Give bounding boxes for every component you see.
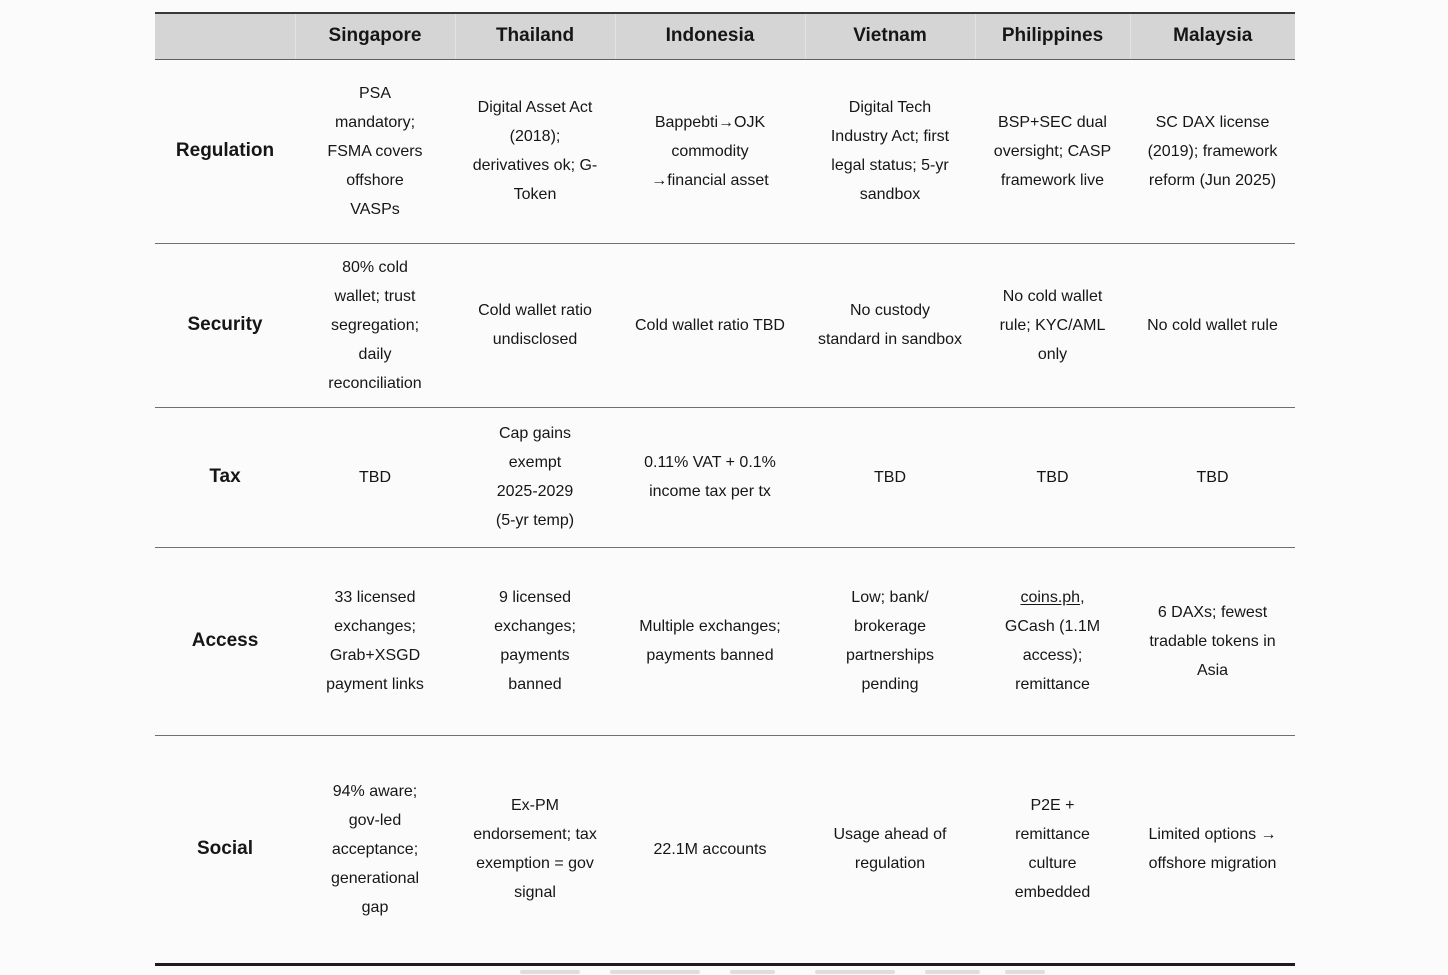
table-row-access: Access 33 licensed exchanges; Grab+XSGD … [155, 547, 1295, 735]
row-label-security: Security [187, 314, 263, 335]
coins-ph-link[interactable]: coins.ph [1020, 589, 1081, 606]
column-header-vietnam: Vietnam [804, 13, 975, 60]
cell-regulation-malaysia: SC DAX license (2019); framework reform … [1147, 113, 1278, 189]
cell-access-malaysia: 6 DAXs; fewest tradable tokens in Asia [1149, 603, 1276, 679]
cell-social-malaysia: Limited options → offshore migration [1148, 826, 1277, 872]
cell-social-philippines: P2E + remittance culture embedded [1014, 797, 1091, 901]
cell-social-singapore: 94% aware; gov-led acceptance; generatio… [330, 782, 420, 916]
cell-access-indonesia: Multiple exchanges; payments banned [639, 618, 781, 664]
column-header-thailand: Thailand [454, 13, 615, 60]
cell-access-singapore: 33 licensed exchanges; Grab+XSGD payment… [326, 589, 424, 693]
column-header-malaysia: Malaysia [1129, 13, 1295, 60]
country-comparison-table: Singapore Thailand Indonesia Vietnam Phi… [155, 12, 1295, 966]
country-comparison-table-wrap: Singapore Thailand Indonesia Vietnam Phi… [155, 12, 1295, 966]
cell-regulation-singapore: PSA mandatory; FSMA covers offshore VASP… [327, 84, 423, 218]
column-header-indonesia: Indonesia [614, 13, 805, 60]
cell-regulation-philippines: BSP+SEC dual oversight; CASP framework l… [993, 113, 1112, 189]
table-row-regulation: Regulation PSA mandatory; FSMA covers of… [155, 59, 1295, 243]
cell-security-philippines: No cold wallet rule; KYC/AML only [999, 287, 1106, 363]
cell-tax-thailand: Cap gains exempt 2025-2029 (5-yr temp) [495, 425, 575, 529]
cell-regulation-thailand: Digital Asset Act (2018); derivatives ok… [472, 99, 598, 203]
cell-access-thailand: 9 licensed exchanges; payments banned [494, 589, 576, 693]
cell-tax-philippines: TBD [1036, 468, 1069, 486]
cell-social-indonesia: 22.1M accounts [653, 840, 767, 858]
row-label-social: Social [197, 838, 253, 859]
column-header-singapore: Singapore [294, 13, 455, 60]
cell-regulation-indonesia: Bappebti→OJK commodity →financial asset [651, 113, 769, 189]
row-label-access: Access [191, 630, 259, 651]
cell-access-philippines: coins.ph, GCash (1.1M access); remittanc… [975, 547, 1130, 735]
column-header-philippines: Philippines [974, 13, 1130, 60]
cell-security-singapore: 80% cold wallet; trust segregation; dail… [328, 258, 422, 392]
cell-social-vietnam: Usage ahead of regulation [833, 826, 947, 872]
column-header-corner [155, 13, 295, 60]
table-row-tax: Tax TBD Cap gains exempt 2025-2029 (5-yr… [155, 407, 1295, 547]
cell-tax-malaysia: TBD [1196, 468, 1229, 486]
cell-security-indonesia: Cold wallet ratio TBD [635, 316, 785, 334]
cutoff-caption-remnant [155, 968, 1295, 975]
cell-tax-vietnam: TBD [874, 468, 906, 486]
cell-security-vietnam: No custody standard in sandbox [817, 302, 963, 348]
cell-tax-indonesia: 0.11% VAT + 0.1% income tax per tx [644, 454, 776, 500]
cell-social-thailand: Ex-PM endorsement; tax exemption = gov s… [473, 797, 597, 901]
cell-security-thailand: Cold wallet ratio undisclosed [478, 302, 592, 348]
cell-regulation-vietnam: Digital Tech Industry Act; first legal s… [830, 99, 950, 203]
table-row-social: Social 94% aware; gov-led acceptance; ge… [155, 735, 1295, 964]
row-label-regulation: Regulation [175, 140, 275, 161]
cell-access-vietnam: Low; bank/ brokerage partnerships pendin… [845, 589, 935, 693]
cell-tax-singapore: TBD [359, 468, 391, 486]
header-row: Singapore Thailand Indonesia Vietnam Phi… [155, 13, 1295, 60]
row-label-tax: Tax [209, 466, 241, 487]
table-row-security: Security 80% cold wallet; trust segregat… [155, 243, 1295, 407]
cell-security-malaysia: No cold wallet rule [1147, 316, 1278, 334]
cell-access-philippines-rest: , GCash (1.1M access); remittance [1004, 589, 1101, 693]
